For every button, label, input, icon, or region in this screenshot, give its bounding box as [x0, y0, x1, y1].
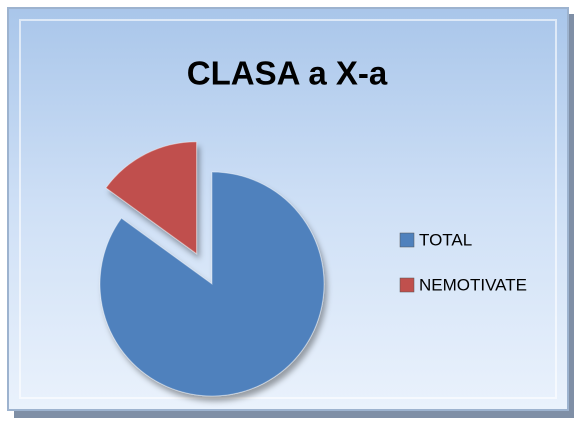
inner-border	[19, 19, 557, 399]
legend-label: TOTAL	[419, 230, 472, 249]
pie-slice	[99, 171, 325, 397]
chart-title: CLASA a X-a	[187, 55, 388, 92]
legend: TOTAL NEMOTIVATE	[399, 230, 527, 294]
legend-swatch	[399, 232, 415, 248]
legend-swatch	[399, 277, 415, 293]
legend-label: NEMOTIVATE	[419, 275, 527, 294]
pie	[99, 141, 325, 397]
pie-slice	[105, 141, 198, 255]
